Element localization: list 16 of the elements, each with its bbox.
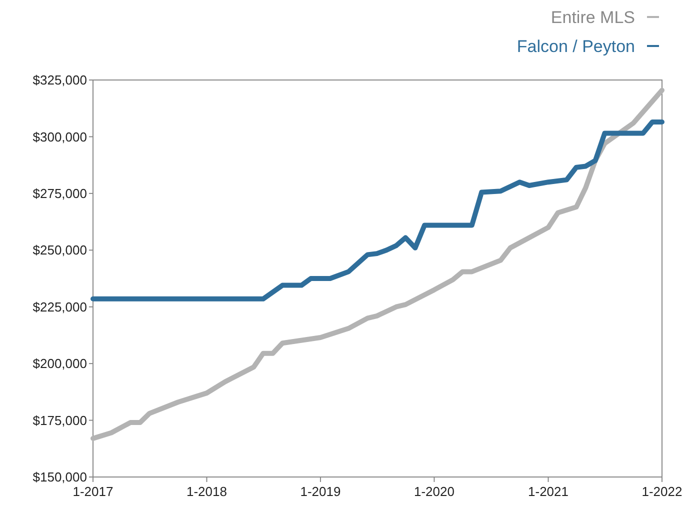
legend-label: Entire MLS <box>550 8 635 27</box>
x-tick-label: 1-2022 <box>642 484 682 499</box>
y-tick-label: $250,000 <box>32 242 87 258</box>
x-tick-label: 1-2017 <box>72 484 114 499</box>
y-tick-label: $325,000 <box>32 72 87 88</box>
y-tick-label: $300,000 <box>32 129 87 144</box>
x-tick-label: 1-2019 <box>300 484 341 499</box>
legend-label: Falcon / Peyton <box>516 36 635 56</box>
y-tick-label: $225,000 <box>32 299 87 314</box>
y-tick-label: $200,000 <box>32 356 87 372</box>
y-tick-label: $175,000 <box>32 412 87 428</box>
y-tick-label: $275,000 <box>32 186 87 201</box>
y-tick-label: $150,000 <box>32 470 87 485</box>
x-tick-label: 1-2018 <box>186 484 227 499</box>
x-tick-label: 1-2020 <box>414 484 454 499</box>
x-tick-label: 1-2021 <box>528 484 569 499</box>
